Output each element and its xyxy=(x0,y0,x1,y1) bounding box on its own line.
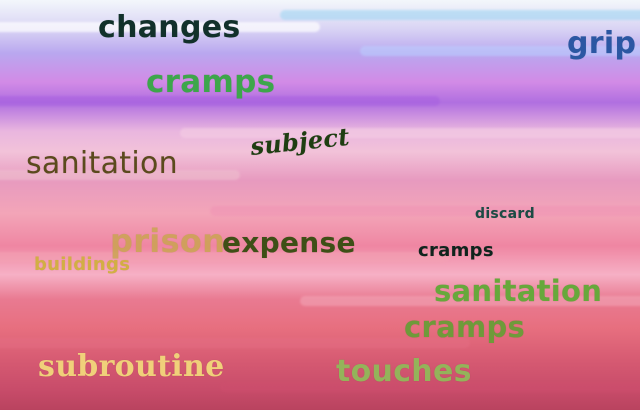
background-streak xyxy=(0,22,320,32)
word-sanitation-right: sanitation xyxy=(434,274,603,308)
word-sanitation-left: sanitation xyxy=(26,146,178,181)
word-subroutine: subroutine xyxy=(38,349,225,384)
background-streak xyxy=(220,382,640,392)
word-changes: changes xyxy=(98,10,241,45)
background-streak xyxy=(210,206,640,216)
word-grip: grip xyxy=(567,26,637,61)
background-streak xyxy=(280,10,640,20)
background-streak xyxy=(0,170,240,180)
word-buildings: buildings xyxy=(34,254,131,275)
background-streak xyxy=(360,46,640,56)
background-streak xyxy=(180,128,640,138)
background-streak xyxy=(0,338,470,348)
background-streak xyxy=(0,96,440,106)
word-cramps-low: cramps xyxy=(404,310,526,344)
background-streak xyxy=(300,296,640,306)
word-cramps-mid: cramps xyxy=(418,240,494,261)
background-streak xyxy=(0,252,450,262)
word-expense: expense xyxy=(222,226,356,259)
word-cramps-top: cramps xyxy=(146,64,276,100)
word-prison: prison xyxy=(110,222,226,260)
word-touches: touches xyxy=(336,354,472,389)
word-discard: discard xyxy=(475,206,535,222)
